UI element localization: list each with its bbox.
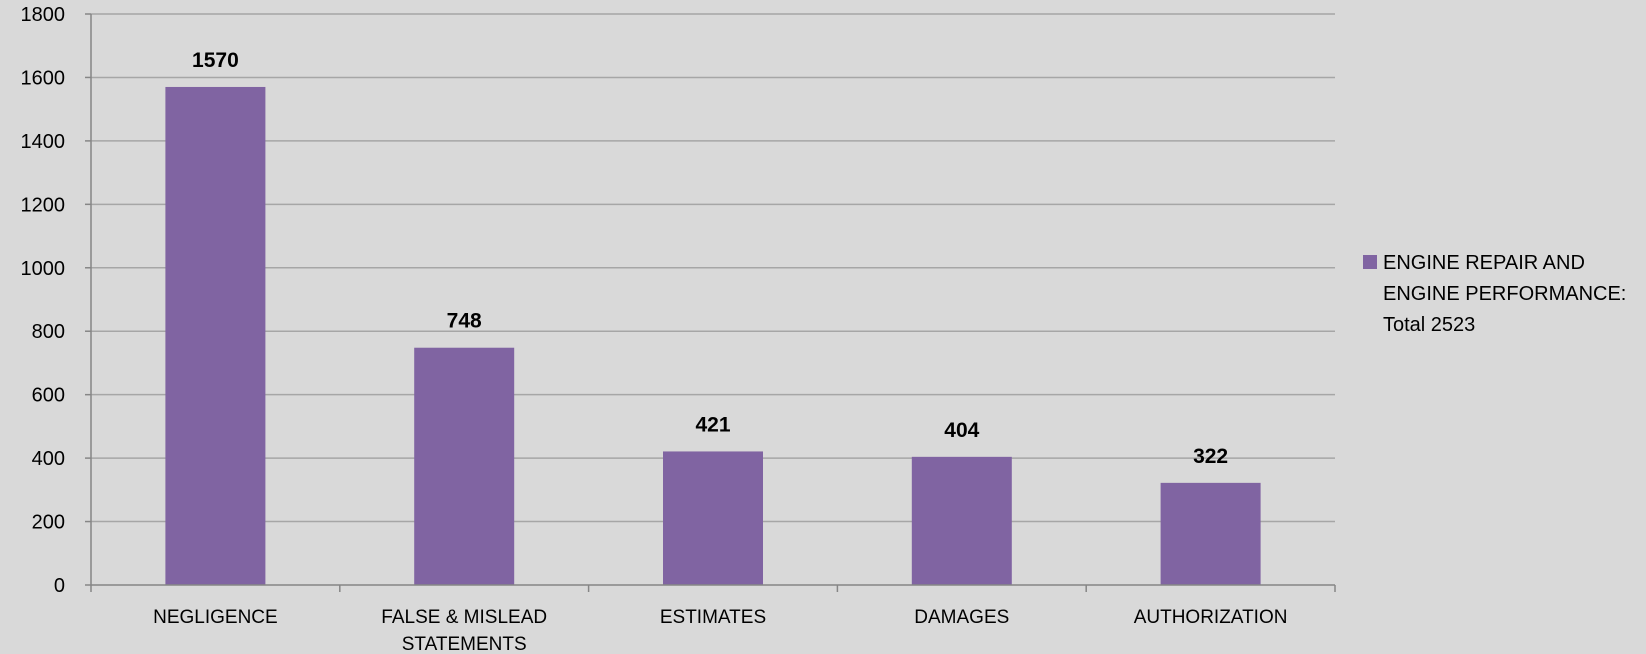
y-tick-label: 1000: [21, 258, 66, 280]
bar: [414, 347, 515, 585]
bar: [911, 456, 1012, 585]
legend-label: ENGINE REPAIR AND ENGINE PERFORMANCE: To…: [1383, 252, 1627, 336]
y-tick-label: 200: [32, 512, 65, 534]
x-tick-label: ESTIMATES: [660, 607, 766, 628]
bars: [165, 86, 1261, 585]
y-tick-label: 1400: [21, 131, 66, 153]
axes: [90, 14, 1336, 592]
data-label: 322: [1193, 445, 1228, 468]
y-tick-label: 0: [54, 575, 65, 597]
y-tick-label: 1800: [21, 4, 66, 26]
y-tick-label: 600: [32, 385, 65, 407]
bar: [663, 451, 763, 585]
y-tick-label: 400: [32, 448, 65, 470]
y-axis-tick-labels: 0 200 400 600 800 1000 1200 1400 1600 1800: [21, 4, 66, 597]
x-tick-label: STATEMENTS: [402, 634, 527, 654]
bar: [165, 86, 266, 585]
data-label: 748: [447, 310, 482, 333]
legend: ENGINE REPAIR AND ENGINE PERFORMANCE: To…: [1363, 248, 1643, 341]
gridlines: [85, 13, 1335, 586]
legend-swatch: [1363, 255, 1377, 269]
data-label: 421: [695, 413, 730, 436]
x-axis-category-labels: NEGLIGENCE FALSE & MISLEAD STATEMENTS ESTIM…: [153, 607, 1287, 654]
data-label: 404: [944, 419, 979, 442]
x-tick-label: FALSE & MISLEAD: [381, 607, 547, 628]
data-label: 1570: [192, 49, 239, 72]
data-labels: 1570 748 421 404 322: [192, 49, 1228, 468]
y-tick-label: 1600: [21, 67, 66, 89]
x-tick-label: DAMAGES: [914, 607, 1009, 628]
x-tick-label: AUTHORIZATION: [1134, 607, 1288, 628]
y-tick-label: 800: [32, 321, 65, 343]
x-tick-label: NEGLIGENCE: [153, 607, 278, 628]
bar: [1160, 482, 1261, 585]
y-tick-label: 1200: [21, 194, 66, 216]
